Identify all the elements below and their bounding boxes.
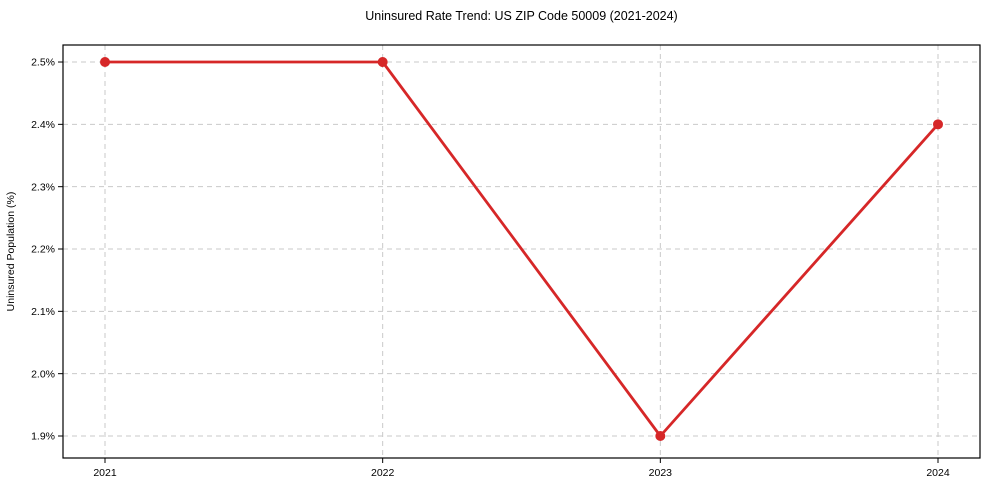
x-tick-label: 2024: [926, 467, 950, 479]
y-tick-label: 2.1%: [31, 306, 55, 318]
y-tick-label: 2.5%: [31, 57, 55, 69]
data-point-2021: [100, 57, 110, 68]
y-tick-label: 2.2%: [31, 244, 55, 256]
y-tick-label: 2.0%: [31, 368, 55, 380]
y-tick-label: 2.4%: [31, 119, 55, 131]
data-point-2024: [933, 119, 943, 130]
chart-title: Uninsured Rate Trend: US ZIP Code 50009 …: [365, 9, 678, 23]
y-tick-label: 1.9%: [31, 431, 55, 443]
x-tick-label: 2021: [93, 467, 117, 479]
plot-area: [63, 45, 980, 458]
trend-line: [103, 60, 940, 438]
plot-border: [62, 44, 981, 459]
data-point-2022: [377, 57, 388, 68]
x-tick-label: 2023: [649, 467, 673, 479]
data-point-2023: [655, 430, 666, 441]
y-tick-label: 2.3%: [31, 181, 55, 193]
x-tick-label: 2022: [371, 467, 395, 479]
y-axis-label: Uninsured Population (%): [5, 192, 17, 312]
